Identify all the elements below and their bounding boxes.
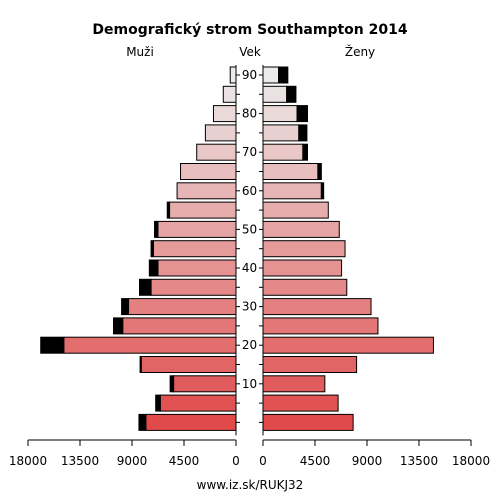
female-bar (262, 394, 339, 412)
male-bar (145, 413, 237, 431)
female-bar (262, 336, 434, 354)
male-x-tick-label: 9000 (117, 454, 148, 468)
male-bar (128, 298, 237, 316)
male-x-tick-label: 0 (232, 454, 240, 468)
male-excess-bar (169, 375, 175, 393)
male-x-tick-label: 13500 (61, 454, 99, 468)
female-excess-bar (296, 105, 308, 123)
age-tick-label: 60 (242, 184, 257, 198)
male-bar (212, 105, 237, 123)
male-bar (150, 278, 237, 296)
male-excess-bar (150, 240, 154, 258)
female-excess-bar (298, 124, 308, 142)
male-x-tick-label: 18000 (9, 454, 47, 468)
female-x-tick-label: 18000 (452, 454, 490, 468)
male-excess-bar (40, 336, 65, 354)
female-bar (262, 124, 300, 142)
female-bar (262, 220, 340, 238)
male-bar (180, 163, 237, 180)
female-bar (262, 143, 304, 161)
female-bar (262, 298, 372, 316)
male-bar (204, 124, 237, 142)
male-bar (63, 336, 237, 354)
footer-url[interactable]: www.iz.sk/RUKJ32 (197, 478, 304, 492)
age-tick-label: 50 (242, 222, 257, 236)
male-excess-bar (148, 259, 159, 277)
female-x-tick-label: 0 (259, 454, 267, 468)
female-bar (262, 259, 343, 277)
male-bar (229, 66, 237, 84)
male-bar (140, 356, 237, 373)
female-x-tick-label: 9000 (352, 454, 383, 468)
male-bar (173, 375, 237, 393)
male-excess-bar (155, 394, 161, 412)
female-label: Ženy (345, 44, 375, 59)
female-bar (262, 375, 326, 393)
male-bar (196, 143, 237, 161)
age-tick-label: 80 (242, 107, 257, 121)
female-excess-bar (317, 163, 322, 180)
age-tick-label: 70 (242, 145, 257, 159)
female-bar (262, 413, 354, 431)
female-bar (262, 163, 319, 180)
male-excess-bar (113, 317, 124, 335)
male-excess-bar (121, 298, 130, 316)
female-excess-bar (278, 66, 289, 84)
male-excess-bar (139, 278, 152, 296)
male-excess-bar (139, 356, 142, 373)
female-bar (262, 105, 298, 123)
male-bar (122, 317, 237, 335)
female-x-tick-label: 4500 (300, 454, 331, 468)
female-excess-bar (302, 143, 308, 161)
male-bar (152, 240, 237, 258)
male-x-tick-label: 4500 (169, 454, 200, 468)
male-label: Muži (126, 45, 154, 59)
age-tick-label: 90 (242, 68, 257, 82)
female-bar (262, 317, 379, 335)
age-tick-label: 40 (242, 261, 257, 275)
age-tick-label: 10 (242, 377, 257, 391)
male-excess-bar (154, 220, 159, 238)
male-bar (176, 182, 237, 200)
male-bar (169, 201, 237, 219)
bars-group (40, 66, 434, 431)
age-tick-label: 30 (242, 300, 257, 314)
male-bar (159, 394, 237, 412)
female-bar (262, 66, 280, 84)
age-label: Vek (239, 45, 261, 59)
male-bar (222, 85, 237, 103)
male-bar (157, 220, 237, 238)
female-bar (262, 240, 346, 258)
male-excess-bar (138, 413, 147, 431)
female-excess-bar (320, 182, 325, 200)
female-x-tick-label: 13500 (400, 454, 438, 468)
female-excess-bar (286, 85, 297, 103)
female-bar (262, 356, 358, 373)
female-bar (262, 201, 329, 219)
male-bar (157, 259, 237, 277)
chart-title: Demografický strom Southampton 2014 (92, 22, 407, 38)
female-bar (262, 278, 348, 296)
female-bar (262, 85, 288, 103)
age-tick-label: 20 (242, 338, 257, 352)
male-excess-bar (166, 201, 171, 219)
female-bar (262, 182, 322, 200)
axes-group: 10 20 30 40 50 60 70 80 90 18000 13500 9000 4500 0 0 45… (9, 65, 490, 468)
